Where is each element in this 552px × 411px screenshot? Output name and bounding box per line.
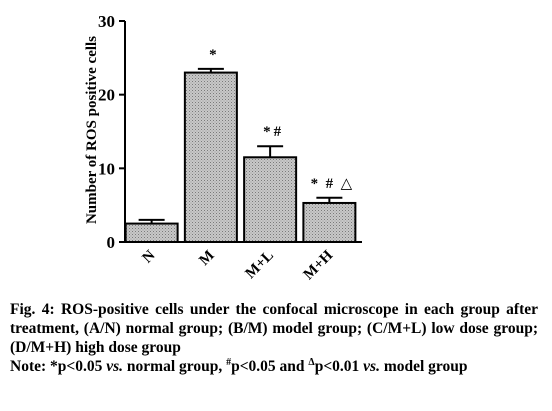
y-tick-label: 30	[98, 12, 115, 31]
x-tick-label: M+H	[301, 247, 337, 283]
y-tick-label: 20	[98, 86, 115, 105]
bar	[302, 201, 357, 243]
chart-x-tick-labels: N M M+L M+H	[139, 247, 336, 283]
bar	[243, 156, 298, 244]
figure-caption: Fig. 4: ROS-positive cells under the con…	[10, 300, 538, 376]
caption-note-end: model group	[379, 358, 468, 375]
caption-vs-2: vs.	[363, 358, 380, 375]
bar-chart: 0 10 20 30 * * # * # △ N M M+L M+H Number of ROS…	[84, 12, 362, 283]
caption-vs-1: vs.	[106, 358, 124, 375]
chart-annotations: * * # * # △	[209, 47, 352, 192]
bar	[183, 71, 238, 243]
significance-annotation: *	[209, 47, 217, 63]
caption-note: Note: *p<0.05 vs. normal group, #p<0.05 …	[10, 357, 538, 376]
chart-error-bars	[138, 67, 343, 224]
caption-sup-hash: #	[226, 356, 232, 368]
caption-note-mid-3: p<0.01	[314, 358, 364, 375]
significance-annotation: * # △	[311, 176, 353, 192]
caption-title: Fig. 4: ROS-positive cells under the con…	[10, 301, 538, 356]
bar	[124, 222, 179, 243]
caption-sup-triangle: Δ	[308, 356, 315, 368]
chart-bars	[124, 71, 357, 244]
caption-note-prefix: Note: *p<0.05	[10, 358, 107, 375]
caption-note-mid-2: p<0.05 and	[231, 358, 309, 375]
significance-annotation: * #	[263, 124, 282, 140]
caption-note-mid-1: normal group,	[123, 358, 227, 375]
y-tick-label: 0	[107, 233, 116, 252]
x-tick-label: M+L	[243, 248, 277, 282]
y-tick-label: 10	[98, 159, 115, 178]
y-axis-label: Number of ROS positive cells	[84, 36, 100, 224]
x-tick-label: N	[139, 247, 158, 266]
x-tick-label: M	[196, 248, 217, 269]
